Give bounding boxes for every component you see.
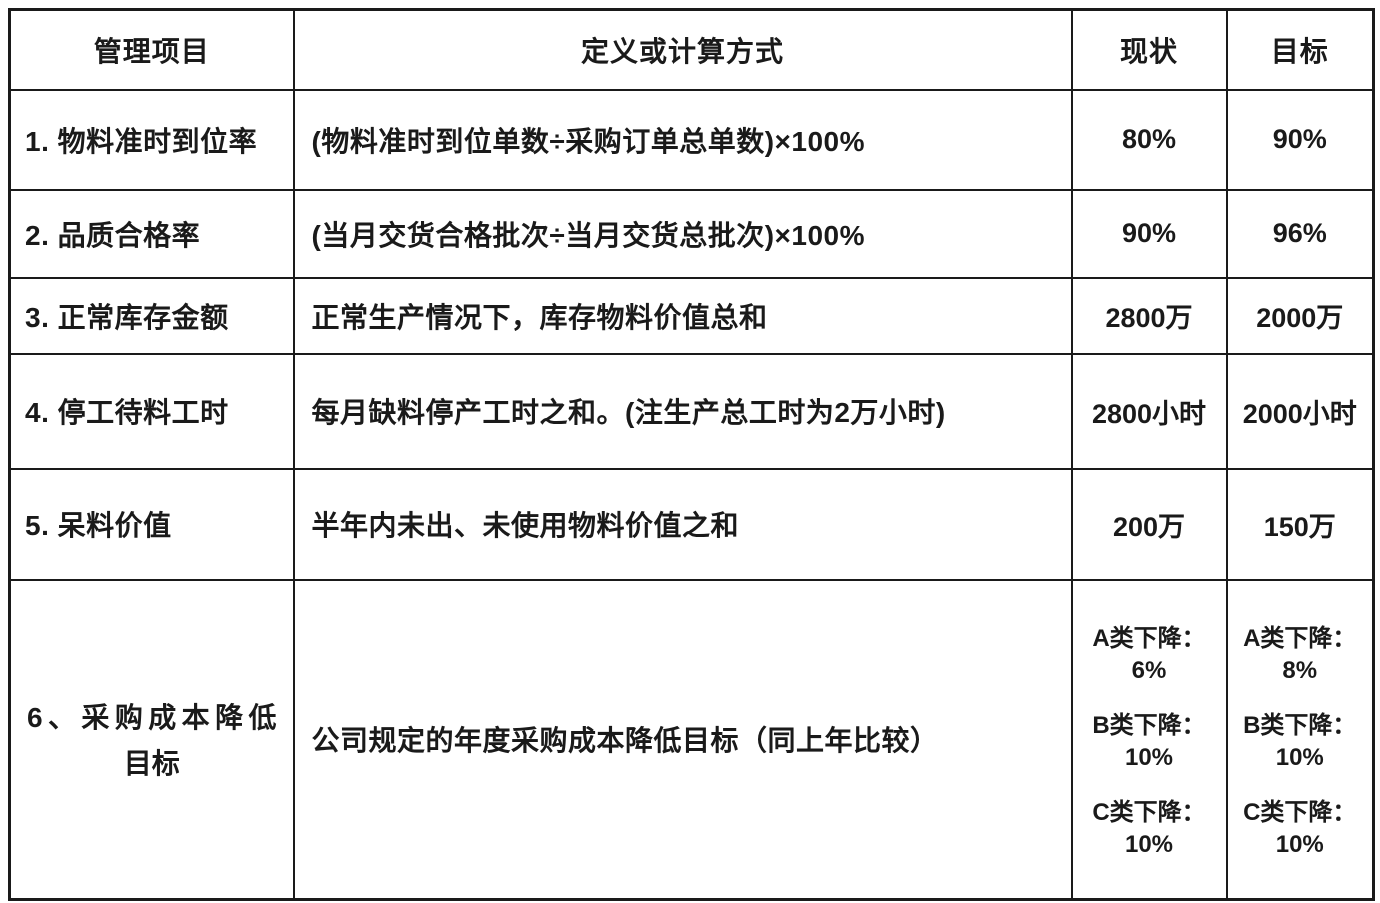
current-class-b: B类下降： 10% xyxy=(1092,711,1206,772)
cell-definition: 公司规定的年度采购成本降低目标（同上年比较） xyxy=(292,578,1073,901)
procurement-kpi-table: 管理项目 定义或计算方式 现状 目标 1. 物料准时到位率 (物料准时到位单数÷… xyxy=(8,8,1375,901)
cell-definition: 正常生产情况下，库存物料价值总和 xyxy=(292,276,1073,355)
cell-definition: (物料准时到位单数÷采购订单总单数)×100% xyxy=(292,88,1073,191)
cell-target: 2000万 xyxy=(1225,276,1375,355)
cell-item: 1. 物料准时到位率 xyxy=(8,88,295,191)
cell-target: 96% xyxy=(1225,188,1375,279)
header-target: 目标 xyxy=(1225,8,1375,91)
cell-item: 6、采购成本降低 目标 xyxy=(8,578,295,901)
target-class-c: C类下降： 10% xyxy=(1243,798,1357,859)
header-row: 管理项目 定义或计算方式 现状 目标 xyxy=(8,8,1375,91)
cell-item: 4. 停工待料工时 xyxy=(8,352,295,470)
table-row: 1. 物料准时到位率 (物料准时到位单数÷采购订单总单数)×100% 80% 9… xyxy=(8,88,1375,191)
target-class-a: A类下降： 8% xyxy=(1243,625,1357,685)
current-class-c: C类下降： 10% xyxy=(1092,798,1206,859)
cell-definition: 每月缺料停产工时之和。(注生产总工时为2万小时) xyxy=(292,352,1073,470)
table-row: 3. 正常库存金额 正常生产情况下，库存物料价值总和 2800万 2000万 xyxy=(8,276,1375,355)
table-row: 5. 呆料价值 半年内未出、未使用物料价值之和 200万 150万 xyxy=(8,467,1375,581)
table-row: 2. 品质合格率 (当月交货合格批次÷当月交货总批次)×100% 90% 96% xyxy=(8,188,1375,279)
table-row: 6、采购成本降低 目标 公司规定的年度采购成本降低目标（同上年比较） A类下降：… xyxy=(8,578,1375,901)
cell-current: 90% xyxy=(1070,188,1228,279)
cell-current: A类下降： 6% B类下降： 10% C类下降： 10% xyxy=(1070,578,1228,901)
cell-current: 2800小时 xyxy=(1070,352,1228,470)
cell-current: 80% xyxy=(1070,88,1228,191)
header-management-item: 管理项目 xyxy=(8,8,295,91)
header-definition: 定义或计算方式 xyxy=(292,8,1073,91)
cell-target: 90% xyxy=(1225,88,1375,191)
cell-target: 2000小时 xyxy=(1225,352,1375,470)
item-line-2: 目标 xyxy=(123,748,180,780)
cell-item: 3. 正常库存金额 xyxy=(8,276,295,355)
cell-target: A类下降： 8% B类下降： 10% C类下降： 10% xyxy=(1225,578,1375,901)
cell-current: 2800万 xyxy=(1070,276,1228,355)
cell-target: 150万 xyxy=(1225,467,1375,581)
current-class-a: A类下降： 6% xyxy=(1092,625,1206,685)
cell-item: 2. 品质合格率 xyxy=(8,188,295,279)
cell-definition: (当月交货合格批次÷当月交货总批次)×100% xyxy=(292,188,1073,279)
cell-item: 5. 呆料价值 xyxy=(8,467,295,581)
target-class-b: B类下降： 10% xyxy=(1243,711,1357,772)
header-current-status: 现状 xyxy=(1070,8,1228,91)
cell-current: 200万 xyxy=(1070,467,1228,581)
table-row: 4. 停工待料工时 每月缺料停产工时之和。(注生产总工时为2万小时) 2800小… xyxy=(8,352,1375,470)
item-line-1: 6、采购成本降低 xyxy=(27,702,277,734)
cell-definition: 半年内未出、未使用物料价值之和 xyxy=(292,467,1073,581)
